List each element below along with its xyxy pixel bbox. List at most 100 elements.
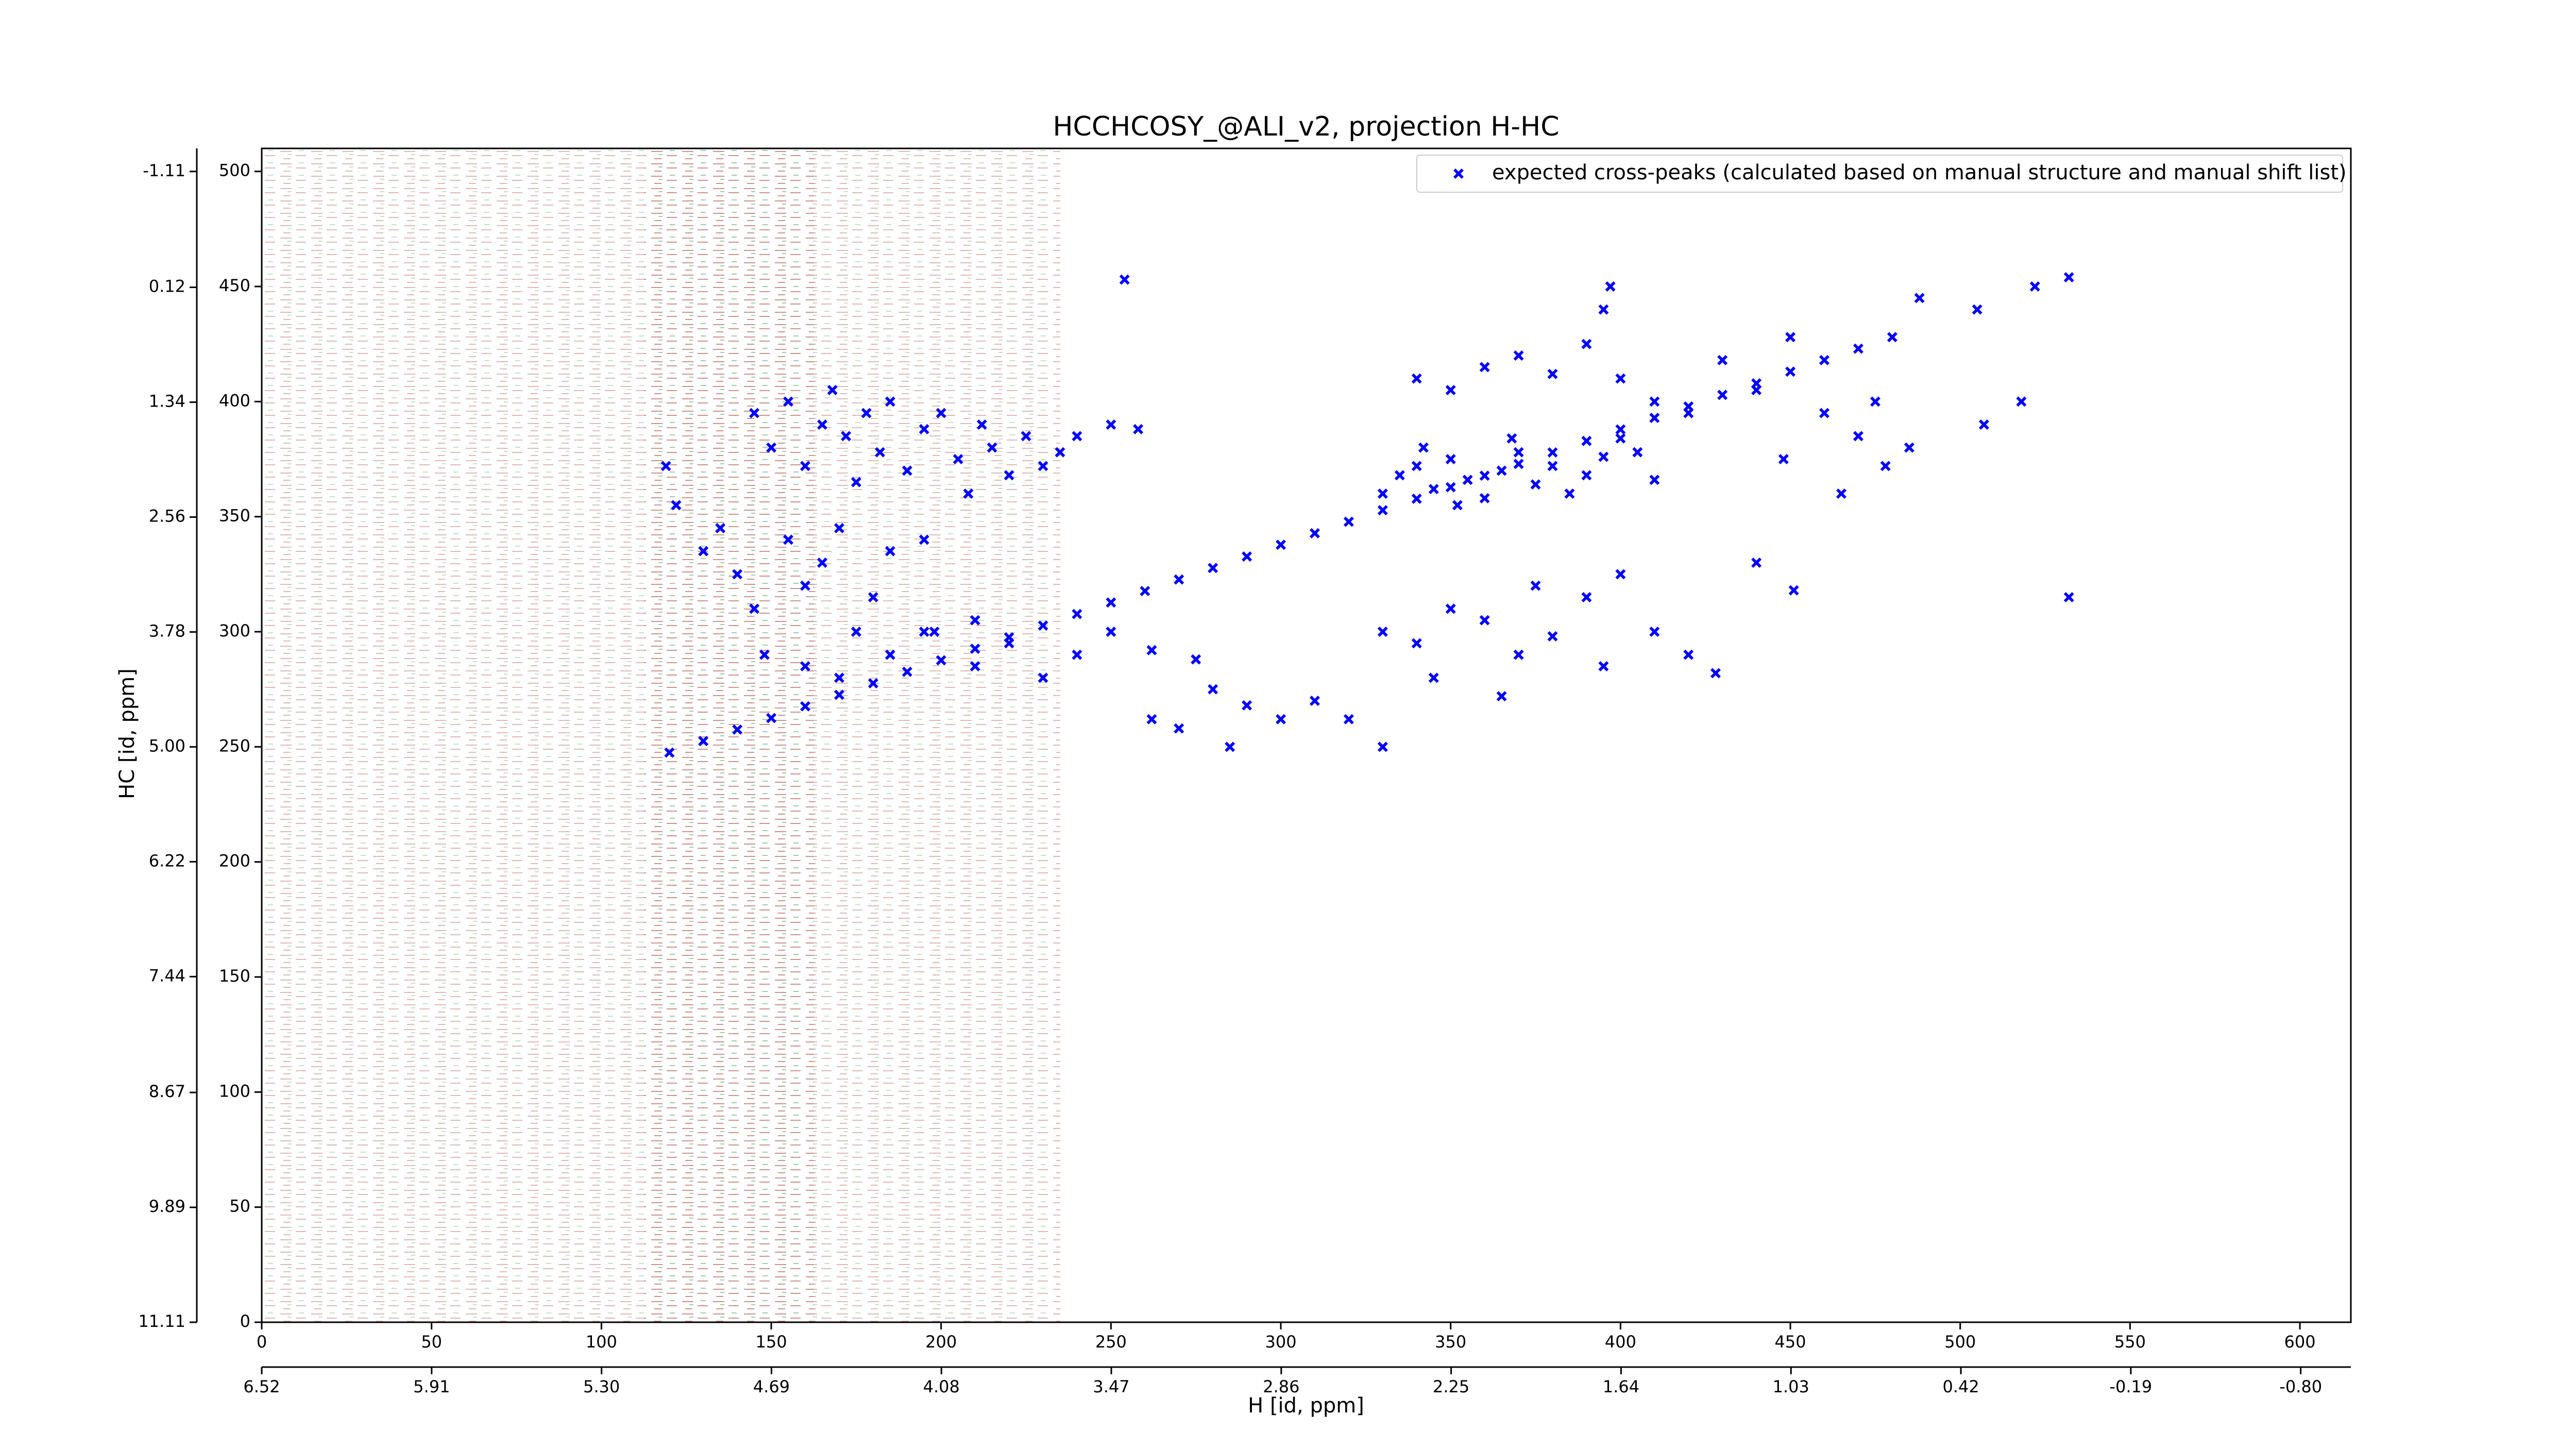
cross-peak	[671, 500, 682, 511]
cross-peak	[1445, 482, 1456, 493]
cross-peak	[1717, 390, 1728, 400]
y-tick-label: 150	[219, 966, 250, 986]
cross-peak	[1242, 700, 1252, 711]
cross-peak	[861, 408, 872, 418]
cross-peak	[2029, 281, 2040, 292]
cross-peak	[817, 419, 827, 430]
cross-peak	[766, 713, 777, 723]
y-tick-label: 300	[219, 621, 250, 641]
cross-peak	[1972, 304, 1982, 315]
cross-peak	[1479, 493, 1490, 503]
contour-texture	[644, 148, 814, 1322]
cross-peak	[834, 689, 844, 700]
cross-peak	[1547, 368, 1558, 379]
cross-peak	[1598, 304, 1609, 315]
legend-label: expected cross-peaks (calculated based o…	[1492, 161, 2347, 184]
cross-peak	[1870, 396, 1880, 407]
cross-peak	[1038, 672, 1048, 683]
cross-peak	[885, 546, 895, 557]
cross-peak	[1853, 343, 1863, 354]
cross-peak	[1411, 461, 1422, 471]
cross-peak	[1853, 431, 1863, 442]
cross-peak	[1445, 603, 1456, 614]
cross-peak	[1072, 431, 1082, 442]
cross-peak	[1914, 293, 1925, 304]
x2-tick-label: 1.03	[1773, 1377, 1809, 1396]
cross-peak	[1615, 373, 1626, 384]
y2-tick-label: 11.11	[138, 1311, 185, 1331]
cross-peak	[1751, 385, 1762, 395]
cross-peak	[1225, 742, 1235, 752]
cross-peak	[1598, 451, 1609, 462]
y2-tick-label: 6.22	[149, 851, 185, 870]
y-tick-label: 450	[219, 276, 250, 295]
cross-peak	[1496, 691, 1507, 702]
x2-tick-label: 5.91	[413, 1377, 450, 1396]
chart-title: HCCHCOSY_@ALI_v2, projection H-HC	[1053, 111, 1559, 142]
cross-peak	[929, 627, 940, 637]
cross-peak	[1513, 459, 1524, 469]
y-tick-label: 0	[240, 1311, 250, 1331]
cross-peak	[1411, 493, 1422, 504]
cross-peak	[698, 546, 709, 557]
cross-peak	[1717, 355, 1728, 365]
cross-peak	[1479, 362, 1490, 373]
x2-tick-label: 1.64	[1603, 1377, 1639, 1396]
cross-peak	[1343, 516, 1354, 527]
cross-peak	[759, 649, 770, 660]
cross-peak	[1377, 488, 1388, 499]
cross-peak	[834, 523, 844, 533]
x-tick-label: 500	[1944, 1332, 1976, 1352]
cross-peak	[1106, 419, 1116, 430]
x-axis-label: H [id, ppm]	[1248, 1394, 1364, 1418]
cross-peak	[1038, 461, 1048, 471]
y-tick-label: 50	[229, 1197, 250, 1216]
cross-peak	[868, 678, 878, 689]
y-axis-label: HC [id, ppm]	[115, 668, 139, 799]
legend-marker	[1453, 169, 1464, 179]
cross-peak	[1598, 661, 1609, 671]
x2-tick-label: 2.25	[1433, 1377, 1469, 1396]
cross-peak	[970, 615, 980, 626]
cross-peak	[749, 603, 760, 614]
cross-peak	[1462, 475, 1473, 485]
y-tick-label: 250	[219, 736, 250, 755]
cross-peak	[1038, 620, 1048, 631]
x-tick-label: 550	[2114, 1332, 2146, 1352]
y2-tick-label: 2.56	[149, 506, 185, 526]
cross-peak	[1411, 638, 1422, 649]
y2-tick-label: -1.11	[143, 161, 185, 180]
y-tick-label: 100	[219, 1081, 250, 1101]
cross-peak	[885, 396, 895, 407]
cross-peak	[1513, 447, 1524, 458]
y-tick-label: 350	[219, 506, 250, 526]
cross-peak	[963, 488, 974, 499]
cross-peak	[1479, 470, 1490, 481]
x2-tick-label: 5.30	[583, 1377, 620, 1396]
x-tick-label: 50	[421, 1332, 442, 1352]
cross-peak	[1276, 714, 1286, 724]
y-tick-label: 200	[219, 851, 250, 871]
cross-peak	[841, 431, 852, 442]
cross-peak	[919, 424, 929, 434]
cross-peak	[1836, 488, 1846, 499]
cross-peak	[1649, 396, 1660, 407]
x2-tick-label: -0.80	[2279, 1377, 2322, 1396]
cross-peak	[732, 569, 743, 580]
cross-peak	[783, 396, 793, 407]
cross-peak	[1710, 668, 1721, 679]
cross-peak	[660, 461, 671, 471]
cross-peak	[698, 736, 709, 747]
cross-peak	[766, 442, 777, 453]
cross-peak	[868, 592, 878, 602]
cross-peak	[851, 477, 861, 487]
cross-peak	[851, 627, 861, 637]
cross-peak	[1106, 597, 1116, 608]
cross-peak	[800, 701, 810, 712]
cross-peak	[1683, 408, 1694, 418]
cross-peak	[1377, 627, 1388, 637]
cross-peak	[1513, 649, 1524, 660]
x2-tick-label: 3.47	[1093, 1377, 1129, 1396]
x-tick-label: 0	[257, 1332, 267, 1352]
cross-peak	[1581, 435, 1592, 446]
